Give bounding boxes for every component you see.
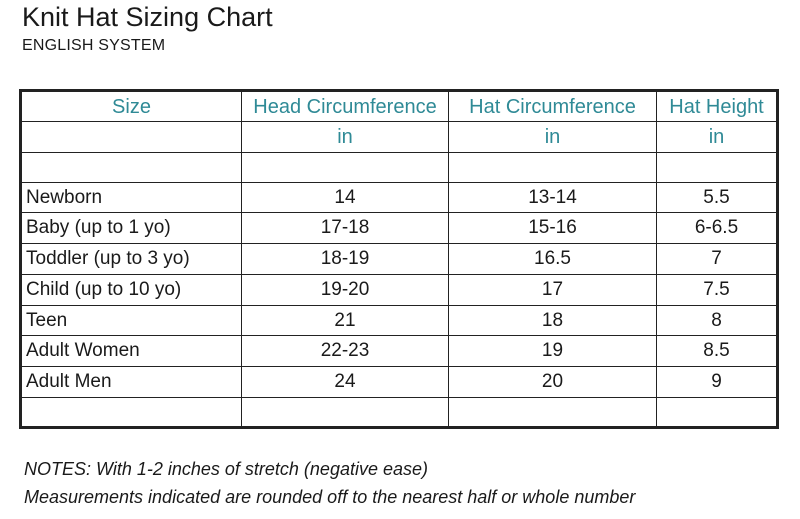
header-cell-hat-height: Hat Height [656, 90, 778, 122]
empty-cell [241, 397, 449, 428]
size-cell: Adult Women [20, 335, 242, 367]
hat-height-cell: 5.5 [656, 182, 778, 213]
hat-circumference-cell: 15-16 [448, 212, 657, 244]
empty-cell [241, 152, 449, 183]
hat-circumference-cell: 16.5 [448, 243, 657, 275]
table-row: Adult Men 24 20 9 [20, 366, 778, 398]
header-row: Size Head Circumference Hat Circumferenc… [20, 90, 778, 122]
head-circumference-cell: 21 [241, 305, 449, 336]
hat-circumference-cell: 18 [448, 305, 657, 336]
hat-height-cell: 9 [656, 366, 778, 398]
empty-cell [20, 397, 242, 428]
size-cell: Teen [20, 305, 242, 336]
note-line: NOTES: With 1-2 inches of stretch (negat… [24, 459, 429, 479]
head-circumference-cell: 22-23 [241, 335, 449, 367]
hat-height-cell: 8 [656, 305, 778, 336]
unit-cell-size [20, 121, 242, 153]
head-circumference-cell: 24 [241, 366, 449, 398]
page-subtitle: ENGLISH SYSTEM [22, 37, 166, 54]
header-cell-head-circumference: Head Circumference [241, 90, 449, 122]
hat-circumference-cell: 19 [448, 335, 657, 367]
head-circumference-cell: 17-18 [241, 212, 449, 244]
empty-cell [448, 152, 657, 183]
unit-cell-hat-height: in [656, 121, 778, 153]
size-cell: Baby (up to 1 yo) [20, 212, 242, 244]
notes-section: NOTES: With 1-2 inches of stretch (negat… [24, 455, 635, 511]
head-circumference-cell: 14 [241, 182, 449, 213]
hat-circumference-cell: 13-14 [448, 182, 657, 213]
table-row: Baby (up to 1 yo) 17-18 15-16 6-6.5 [20, 212, 778, 244]
empty-cell [20, 152, 242, 183]
hat-height-cell: 7 [656, 243, 778, 275]
head-circumference-cell: 18-19 [241, 243, 449, 275]
header-cell-hat-circumference: Hat Circumference [448, 90, 657, 122]
page-title: Knit Hat Sizing Chart [22, 2, 273, 32]
hat-height-cell: 6-6.5 [656, 212, 778, 244]
table-row: Toddler (up to 3 yo) 18-19 16.5 7 [20, 243, 778, 275]
hat-circumference-cell: 20 [448, 366, 657, 398]
head-circumference-cell: 19-20 [241, 274, 449, 306]
size-cell: Newborn [20, 182, 242, 213]
hat-height-cell: 7.5 [656, 274, 778, 306]
table-row: Newborn 14 13-14 5.5 [20, 182, 778, 213]
table-row: Adult Women 22-23 19 8.5 [20, 335, 778, 367]
sizing-table: Size Head Circumference Hat Circumferenc… [19, 89, 779, 429]
empty-cell [656, 152, 778, 183]
size-cell: Child (up to 10 yo) [20, 274, 242, 306]
table-row: Child (up to 10 yo) 19-20 17 7.5 [20, 274, 778, 306]
hat-circumference-cell: 17 [448, 274, 657, 306]
size-cell: Adult Men [20, 366, 242, 398]
empty-cell [448, 397, 657, 428]
hat-height-cell: 8.5 [656, 335, 778, 367]
unit-cell-head-circumference: in [241, 121, 449, 153]
units-row: in in in [20, 121, 778, 153]
table-row: Teen 21 18 8 [20, 305, 778, 336]
size-cell: Toddler (up to 3 yo) [20, 243, 242, 275]
spacer-row [20, 397, 778, 428]
note-line: Measurements indicated are rounded off t… [24, 487, 636, 507]
unit-cell-hat-circumference: in [448, 121, 657, 153]
header-cell-size: Size [20, 90, 242, 122]
spacer-row [20, 152, 778, 183]
empty-cell [656, 397, 778, 428]
